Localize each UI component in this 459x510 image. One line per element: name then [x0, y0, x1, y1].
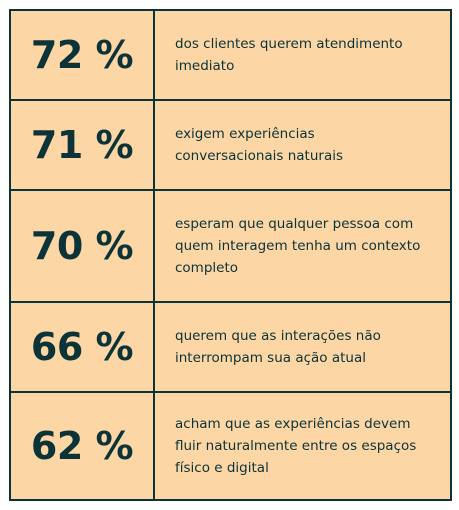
description-text: querem que as interações não interrompam… — [175, 328, 381, 366]
percent-cell: 62 % — [11, 393, 155, 499]
percent-cell: 72 % — [11, 11, 155, 99]
percent-value: 72 % — [30, 33, 134, 77]
description-cell: acham que as experiências devem fluir na… — [155, 393, 450, 499]
percent-value: 62 % — [30, 424, 134, 468]
percent-value: 70 % — [30, 224, 134, 268]
percent-cell: 71 % — [11, 101, 155, 189]
stat-row: 62 % acham que as experiências devem flu… — [11, 393, 450, 499]
stat-row: 70 % esperam que qualquer pessoa com que… — [11, 191, 450, 303]
percent-cell: 66 % — [11, 303, 155, 391]
statistics-table: 72 % dos clientes querem atendimento ime… — [9, 9, 452, 501]
description-cell: dos clientes querem atendimento imediato — [155, 11, 450, 99]
percent-cell: 70 % — [11, 191, 155, 301]
stat-row: 66 % querem que as interações não interr… — [11, 303, 450, 393]
stat-row: 72 % dos clientes querem atendimento ime… — [11, 11, 450, 101]
description-text: acham que as experiências devem fluir na… — [175, 416, 417, 476]
stat-row: 71 % exigem experiências conversacionais… — [11, 101, 450, 191]
description-cell: querem que as interações não interrompam… — [155, 303, 450, 391]
description-text: exigem experiências conversacionais natu… — [175, 126, 344, 164]
description-text: esperam que qualquer pessoa com quem int… — [175, 216, 421, 276]
description-cell: esperam que qualquer pessoa com quem int… — [155, 191, 450, 301]
percent-value: 71 % — [30, 123, 134, 167]
description-text: dos clientes querem atendimento imediato — [175, 36, 403, 74]
description-cell: exigem experiências conversacionais natu… — [155, 101, 450, 189]
percent-value: 66 % — [30, 325, 134, 369]
